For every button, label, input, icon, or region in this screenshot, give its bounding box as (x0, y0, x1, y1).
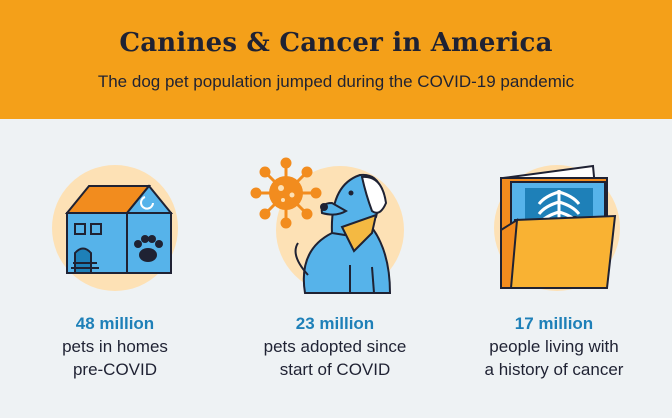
stat-label-line-1: pets in homes (62, 337, 168, 356)
stat-number: 17 million (514, 314, 594, 333)
header-banner: Canines & Cancer in America The dog pet … (0, 0, 672, 119)
stat-number: 23 million (295, 314, 375, 333)
page-subtitle: The dog pet population jumped during the… (97, 72, 575, 91)
stat-label-line-2: start of COVID (279, 360, 391, 379)
dog-with-virus-icon (250, 157, 404, 294)
stat-label-line-1: people living with (489, 337, 619, 356)
stat-number: 48 million (75, 314, 155, 333)
stat-label-line-2: pre-COVID (72, 360, 158, 379)
xray-folder-icon (494, 164, 620, 291)
stat-label-line-1: pets adopted since (263, 337, 407, 356)
stat-label-line-2: a history of cancer (484, 360, 624, 379)
house-with-paw-icon (52, 165, 178, 291)
page-title: Canines & Cancer in America (119, 28, 553, 58)
